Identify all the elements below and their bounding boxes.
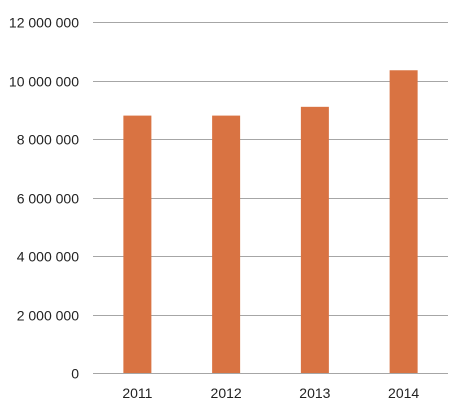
bar-2014 bbox=[389, 70, 418, 373]
bar-2012 bbox=[212, 115, 241, 373]
bar-2013 bbox=[300, 106, 329, 373]
x-tick-label: 2011 bbox=[122, 385, 152, 401]
bar-2011 bbox=[123, 115, 152, 373]
y-tick-label: 12 000 000 bbox=[9, 15, 79, 31]
gridlines bbox=[93, 22, 448, 374]
x-tick-label: 2014 bbox=[388, 385, 419, 401]
y-tick-label: 2 000 000 bbox=[17, 308, 79, 324]
bars bbox=[123, 70, 418, 373]
y-axis-tick-labels: 0 2 000 000 4 000 000 6 000 000 8 000 000 10 … bbox=[9, 15, 79, 382]
y-tick-label: 6 000 000 bbox=[17, 191, 79, 207]
x-axis-tick-labels: 2011 2012 2013 2014 bbox=[122, 385, 419, 401]
y-tick-label: 8 000 000 bbox=[17, 132, 79, 148]
x-tick-label: 2012 bbox=[211, 385, 242, 401]
x-tick-label: 2013 bbox=[299, 385, 330, 401]
y-tick-label: 4 000 000 bbox=[17, 249, 79, 265]
y-tick-label: 10 000 000 bbox=[9, 74, 79, 90]
y-tick-label: 0 bbox=[71, 366, 79, 382]
